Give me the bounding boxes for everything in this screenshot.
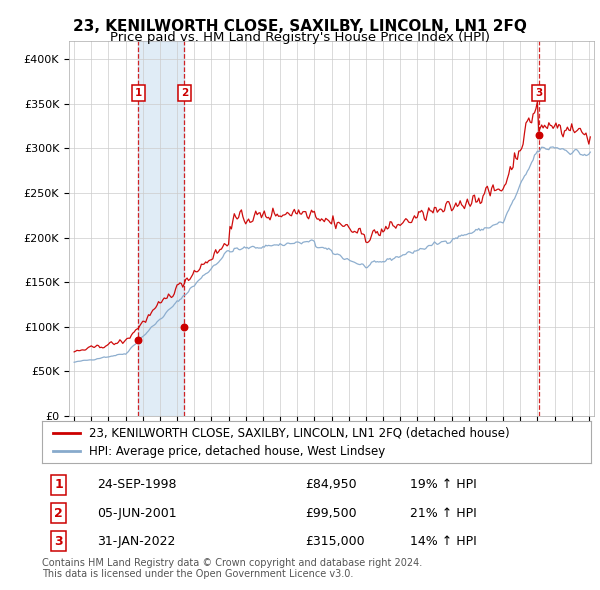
- Text: £84,950: £84,950: [305, 478, 357, 491]
- Text: £315,000: £315,000: [305, 535, 365, 548]
- Text: 3: 3: [535, 88, 542, 98]
- Point: [133, 336, 143, 345]
- Text: 23, KENILWORTH CLOSE, SAXILBY, LINCOLN, LN1 2FQ: 23, KENILWORTH CLOSE, SAXILBY, LINCOLN, …: [73, 19, 527, 34]
- Text: HPI: Average price, detached house, West Lindsey: HPI: Average price, detached house, West…: [89, 445, 385, 458]
- Text: 14% ↑ HPI: 14% ↑ HPI: [410, 535, 476, 548]
- Text: 21% ↑ HPI: 21% ↑ HPI: [410, 507, 476, 520]
- Point: [534, 130, 544, 140]
- Text: £99,500: £99,500: [305, 507, 357, 520]
- Text: 23, KENILWORTH CLOSE, SAXILBY, LINCOLN, LN1 2FQ (detached house): 23, KENILWORTH CLOSE, SAXILBY, LINCOLN, …: [89, 426, 509, 439]
- Point: [179, 323, 189, 332]
- Text: 19% ↑ HPI: 19% ↑ HPI: [410, 478, 476, 491]
- Text: 1: 1: [54, 478, 63, 491]
- Text: 2: 2: [54, 507, 63, 520]
- Text: 24-SEP-1998: 24-SEP-1998: [97, 478, 176, 491]
- Text: Contains HM Land Registry data © Crown copyright and database right 2024.
This d: Contains HM Land Registry data © Crown c…: [42, 558, 422, 579]
- Text: 3: 3: [54, 535, 63, 548]
- Text: Price paid vs. HM Land Registry's House Price Index (HPI): Price paid vs. HM Land Registry's House …: [110, 31, 490, 44]
- Text: 05-JUN-2001: 05-JUN-2001: [97, 507, 176, 520]
- Bar: [138, 41, 184, 416]
- Text: 1: 1: [134, 88, 142, 98]
- Text: 2: 2: [181, 88, 188, 98]
- Text: 31-JAN-2022: 31-JAN-2022: [97, 535, 175, 548]
